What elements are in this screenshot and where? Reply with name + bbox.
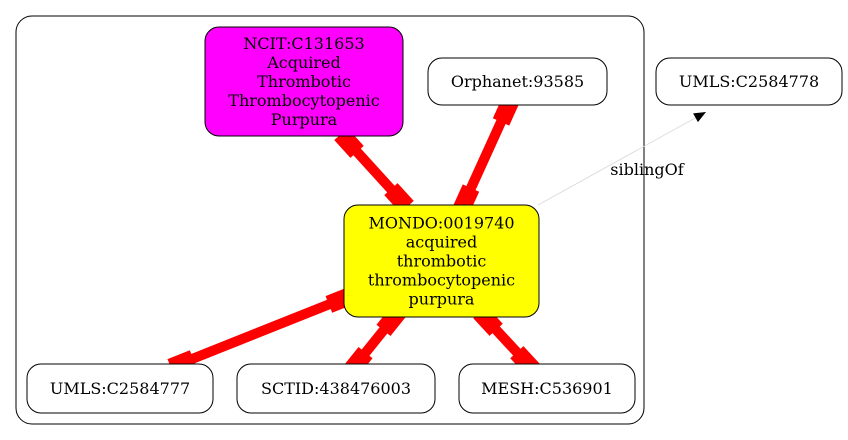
- node-label-line: purpura: [409, 290, 475, 309]
- node-label-line: Orphanet:93585: [451, 72, 584, 91]
- node-label-line: SCTID:438476003: [261, 379, 411, 398]
- node-label-line: NCIT:C131653: [243, 34, 364, 53]
- node-label-line: thrombotic: [397, 252, 487, 271]
- edge-line: [180, 295, 342, 368]
- node-label-line: Thrombocytopenic: [228, 91, 380, 110]
- node-ncit[interactable]: NCIT:C131653AcquiredThromboticThrombocyt…: [204, 26, 404, 137]
- edge-line: [461, 108, 511, 202]
- node-label-line: MESH:C536901: [481, 379, 613, 398]
- node-label-line: thrombocytopenic: [368, 271, 515, 290]
- node-box: [458, 363, 636, 414]
- node-box: [343, 204, 540, 318]
- node-label-line: Acquired: [266, 53, 341, 72]
- edge-label: siblingOf: [610, 160, 684, 179]
- edge-mondo-umls2: siblingOf: [537, 111, 707, 206]
- nodes-layer: NCIT:C131653AcquiredThromboticThrombocyt…: [26, 26, 843, 414]
- node-box: [204, 26, 404, 137]
- node-mesh[interactable]: MESH:C536901: [458, 363, 636, 414]
- node-label-line: acquired: [406, 233, 478, 252]
- node-umls2[interactable]: UMLS:C2584778: [655, 57, 843, 106]
- node-box: [427, 57, 608, 106]
- cluster-box: [15, 15, 645, 425]
- node-umls1[interactable]: UMLS:C2584777: [26, 363, 214, 414]
- edge-arrowhead: [693, 112, 706, 123]
- node-sctid[interactable]: SCTID:438476003: [236, 363, 436, 414]
- node-label-line: Purpura: [271, 110, 338, 129]
- node-box: [236, 363, 436, 414]
- node-label-line: UMLS:C2584778: [679, 72, 819, 91]
- edge-ncit-mondo: [334, 128, 414, 213]
- node-box: [26, 363, 214, 414]
- edge-orphanet-mondo: [452, 96, 520, 214]
- edge-line: [345, 139, 403, 202]
- node-label-line: MONDO:0019740: [368, 214, 514, 233]
- edge-mondo-umls1: [167, 287, 355, 376]
- edge-line: [537, 111, 707, 206]
- node-label-line: Thrombotic: [257, 72, 351, 91]
- node-orphanet[interactable]: Orphanet:93585: [427, 57, 608, 106]
- node-label-line: UMLS:C2584777: [50, 379, 190, 398]
- node-box: [655, 57, 843, 106]
- node-mondo[interactable]: MONDO:0019740acquiredthromboticthrombocy…: [343, 204, 540, 318]
